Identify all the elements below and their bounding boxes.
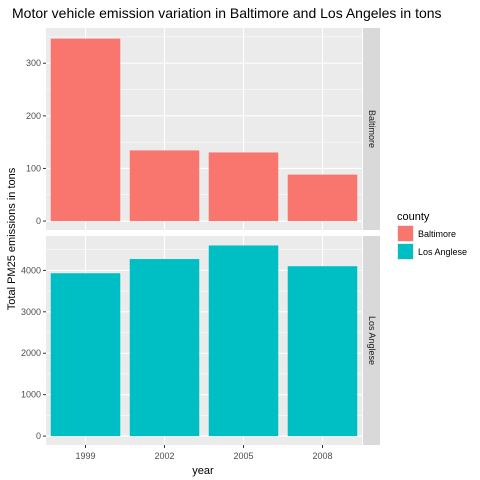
y-tick-label: 0	[36, 431, 41, 441]
legend-swatch	[398, 244, 413, 259]
bar-los-anglese-1999	[50, 273, 121, 437]
y-tick-label: 300	[26, 58, 41, 68]
x-tick-label: 2005	[233, 451, 253, 461]
legend-label: Baltimore	[418, 229, 456, 239]
bar-los-anglese-2008	[287, 266, 358, 437]
x-tick-label: 1999	[75, 451, 95, 461]
facet-strip-label: Los Anglese	[367, 316, 377, 365]
y-tick-label: 200	[26, 111, 41, 121]
legend-title: county	[397, 211, 430, 223]
facet-strip-label: Baltimore	[367, 110, 377, 148]
y-tick-label: 0	[36, 216, 41, 226]
bar-baltimore-2008	[287, 174, 358, 222]
bar-baltimore-2005	[208, 152, 279, 222]
panels-layer: 0 100 200 300 Baltimore 0 1000 2000 3000 4000 Los …	[21, 28, 380, 445]
panel-1: 0 1000 2000 3000 4000 Los Anglese	[21, 236, 380, 445]
facet-strip	[363, 236, 380, 445]
legend-swatch	[398, 226, 413, 241]
legend: county Baltimore Los Anglese	[397, 211, 467, 260]
y-axis-title: Total PM25 emissions in tons	[6, 167, 18, 310]
y-tick-label: 2000	[21, 348, 41, 358]
bar-baltimore-2002	[129, 150, 200, 222]
y-tick-label: 4000	[21, 265, 41, 275]
chart-title: Motor vehicle emission variation in Balt…	[12, 5, 442, 21]
y-tick-label: 100	[26, 163, 41, 173]
facet-strip	[363, 28, 380, 230]
legend-label: Los Anglese	[418, 247, 467, 257]
y-tick-label: 3000	[21, 307, 41, 317]
panel-0: 0 100 200 300 Baltimore	[26, 28, 380, 230]
x-tick-label: 2008	[312, 451, 332, 461]
x-axis: 1999 2002 2005 2008	[75, 445, 333, 461]
x-axis-title: year	[192, 465, 214, 477]
x-tick-label: 2002	[154, 451, 174, 461]
bar-los-anglese-2002	[129, 259, 200, 437]
bar-los-anglese-2005	[208, 245, 279, 437]
bar-baltimore-1999	[50, 38, 121, 222]
y-tick-label: 1000	[21, 390, 41, 400]
